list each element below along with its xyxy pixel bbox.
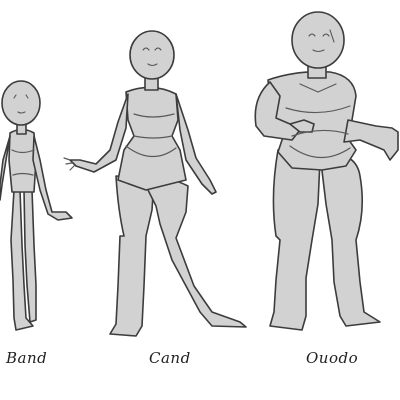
caption-obese: Ouodo [306, 349, 359, 367]
figure-obese [254, 11, 399, 331]
average-chest-line [133, 113, 175, 118]
obese-right-leg [319, 152, 381, 327]
average-hip-line [125, 145, 177, 158]
figure-thin [0, 80, 73, 331]
thin-left-leg [10, 189, 34, 331]
thin-face-sketch [13, 94, 29, 114]
thin-hip-line [12, 172, 34, 176]
average-head [129, 30, 175, 80]
thin-head [1, 80, 41, 126]
figure-average [63, 30, 247, 337]
average-waist-line [133, 135, 173, 139]
obese-left-arm [254, 81, 301, 141]
average-face-sketch [142, 47, 162, 67]
thin-torso [8, 128, 37, 193]
caption-average: Cand [149, 349, 191, 367]
thin-right-arm [32, 135, 73, 221]
obese-head [291, 11, 345, 69]
thin-chest-line [11, 149, 35, 154]
obese-left-leg [269, 149, 321, 331]
obese-hip-line [289, 145, 351, 159]
average-left-arm [69, 93, 129, 173]
average-right-leg [145, 175, 247, 328]
average-left-leg [109, 175, 155, 337]
obese-chest-line [285, 105, 351, 114]
average-right-arm [175, 93, 217, 195]
obese-belly-line [291, 129, 349, 137]
average-hand-fingers [63, 157, 75, 171]
obese-collar-line [299, 83, 337, 93]
caption-thin: Band [6, 349, 48, 367]
thin-left-arm [0, 135, 11, 201]
obese-right-arm [343, 119, 399, 161]
thin-right-leg [23, 189, 37, 323]
obese-face-sketch [308, 29, 335, 53]
obese-left-hand [289, 119, 315, 133]
